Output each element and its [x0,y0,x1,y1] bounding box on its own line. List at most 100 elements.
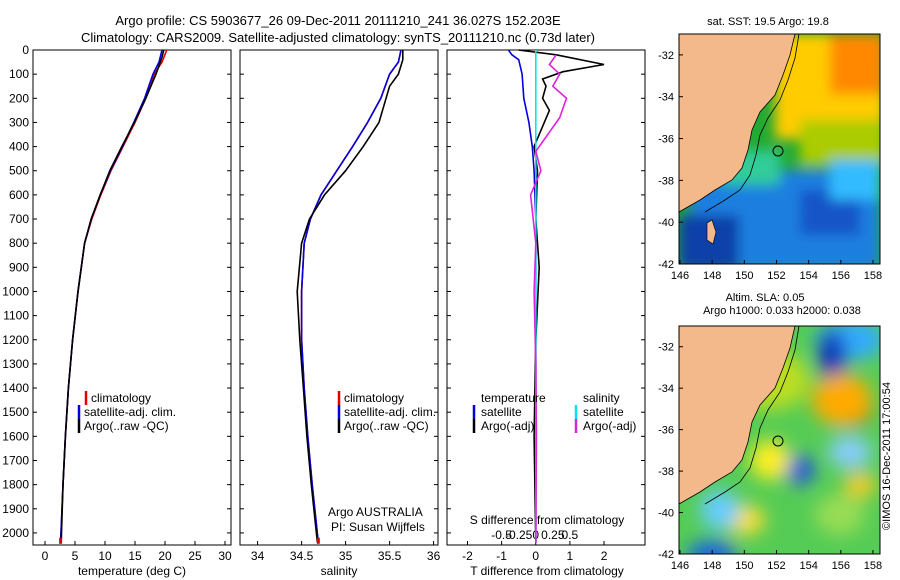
x-tick-label: 34 [251,549,265,563]
depth-tick-label: 1600 [2,429,29,443]
salinity-x-axis: 34 34.5 35 35.5 36 [251,541,441,563]
lon-tick-label: 154 [799,270,817,282]
lat-tick-label: -32 [658,342,674,354]
salinity-lines [296,49,404,544]
sla-lat-axis: -32 -34 -36 -38 -40 -42 [658,342,683,561]
sla-argo-marker [772,435,784,447]
x-tick-label: -1 [496,549,507,563]
salinity-note-program: Argo AUSTRALIA [328,505,423,519]
lat-tick-label: -42 [658,259,674,271]
difference-panel [446,49,646,546]
salinity-xlabel: salinity [321,564,358,578]
lon-tick-label: 156 [832,270,850,282]
depth-tick-label: 600 [9,188,29,202]
series-line [529,54,568,543]
lat-tick-label: -38 [658,175,674,187]
temperature-xlabel: temperature (deg C) [78,564,186,578]
series-line [60,49,165,543]
depth-tick-label: 200 [9,91,29,105]
lat-tick-label: -36 [658,134,674,146]
depth-tick-label: 1900 [2,502,29,516]
lon-tick-label: 146 [671,560,689,572]
sla-land [679,326,796,505]
x-tick-label: 25 [188,549,202,563]
depth-tick-label: 100 [9,67,29,81]
sla-map-title2: Argo h1000: 0.033 h2000: 0.038 [703,305,861,317]
sst-lon-axis: 146 148 150 152 154 156 158 [671,260,882,282]
figure-title-line1: Argo profile: CS 5903677_26 09-Dec-2011 … [115,13,561,28]
legend-argo-label: Argo(..raw -QC) [84,419,169,433]
x-tick-label: -2 [462,549,473,563]
lon-tick-label: 150 [735,270,753,282]
lon-tick-label: 156 [832,560,850,572]
series-line [300,49,402,543]
x-tick-label: 30 [218,549,232,563]
depth-axis: 0 100 200 300 400 500 600 700 800 900 1000 1100 1200… [2,43,645,540]
lat-tick-label: -40 [658,508,674,520]
x-tick-label: 36 [427,549,441,563]
salinity-panel [239,49,439,546]
lon-tick-label: 146 [671,270,689,282]
sst-map-frame [678,33,881,265]
lat-tick-label: -38 [658,466,674,478]
sst-contour [704,34,800,213]
depth-tick-label: 1700 [2,453,29,467]
temperature-legend: climatology satellite-adj. clim. Argo(..… [77,391,176,433]
sst-map [679,34,880,264]
lat-tick-label: -40 [658,217,674,229]
top-tick-label: 0.5 [562,528,579,542]
legend-t-argo-label: Argo(-adj) [481,419,534,433]
depth-tick-label: 2000 [2,526,29,540]
sst-land [679,34,796,213]
legend-t-satellite-label: satellite [481,405,522,419]
temperature-x-axis: 0 5 10 15 20 25 30 [42,541,232,563]
difference-lines [507,49,605,543]
difference-top-label: S difference from climatology [470,513,625,527]
legend-temperature-title: temperature [481,391,546,405]
depth-tick-label: 400 [9,140,29,154]
lat-tick-label: -34 [658,383,674,395]
x-tick-label: 35.5 [378,549,402,563]
lon-tick-label: 148 [703,560,721,572]
series-line [296,50,404,543]
depth-tick-label: 1800 [2,478,29,492]
legend-salinity-title: salinity [583,391,620,405]
depth-tick-label: 1400 [2,381,29,395]
depth-tick-label: 1100 [3,309,29,323]
lat-tick-label: -32 [658,50,674,62]
legend-climatology-label: climatology [91,391,151,405]
lon-tick-label: 148 [703,270,721,282]
depth-tick-label: 800 [9,236,29,250]
sst-lat-axis: -32 -34 -36 -38 -40 -42 [658,50,683,271]
lon-tick-label: 158 [864,560,882,572]
legend-s-satellite-label: satellite [583,405,624,419]
x-tick-label: 15 [128,549,142,563]
lat-tick-label: -36 [658,425,674,437]
x-tick-label: 34.5 [290,549,314,563]
depth-tick-label: 1000 [2,284,29,298]
sst-map-title: sat. SST: 19.5 Argo: 19.8 [707,16,829,28]
x-tick-label: 2 [601,549,608,563]
lon-tick-label: 152 [767,270,785,282]
depth-tick-label: 500 [9,164,29,178]
legend-s-argo-label: Argo(-adj) [583,419,636,433]
lon-tick-label: 154 [799,560,817,572]
lon-tick-label: 158 [864,270,882,282]
depth-tick-label: 0 [22,43,29,57]
temperature-lines [59,49,168,544]
legend-satellite-label: satellite-adj. clim. [84,405,176,419]
difference-legend: temperature satellite Argo(-adj) salinit… [472,391,636,433]
x-tick-label: 1 [567,549,574,563]
x-tick-label: 0 [532,549,539,563]
sst-island [706,219,717,245]
x-tick-label: 0 [42,549,49,563]
sla-lon-axis: 146 148 150 152 154 156 158 [671,550,882,572]
legend-satellite-label: satellite-adj. clim. [344,405,436,419]
x-tick-label: 35 [339,549,353,563]
figure-title-line2: Climatology: CARS2009. Satellite-adjuste… [81,30,595,45]
lat-tick-label: -34 [658,92,674,104]
top-tick-label: -0.25 [505,528,533,542]
series-line [507,49,537,543]
salinity-legend: climatology satellite-adj. clim. Argo(..… [328,391,436,534]
